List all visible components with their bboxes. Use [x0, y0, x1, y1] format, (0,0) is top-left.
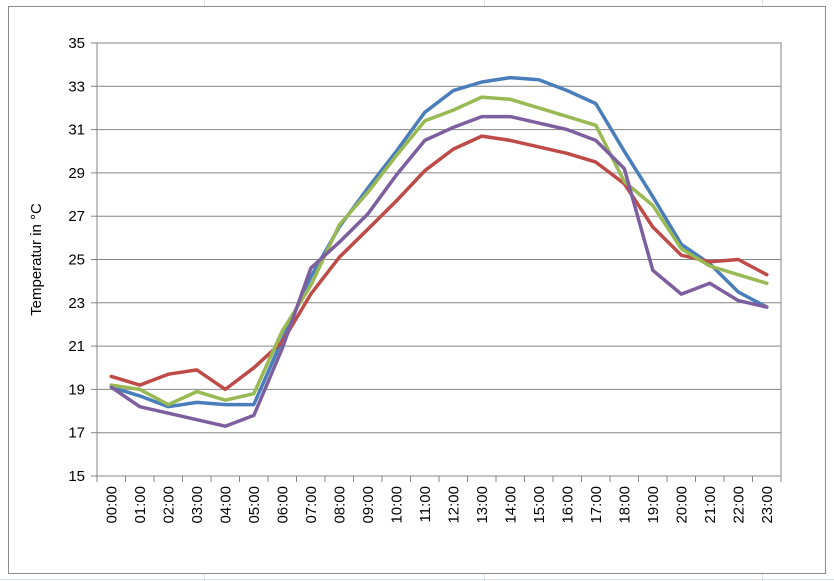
- y-axis-label: Temperatur in °C: [28, 203, 45, 316]
- x-tick-label: 19:00: [645, 486, 662, 524]
- x-tick-label: 02:00: [160, 486, 177, 524]
- y-tick-label: 17: [68, 425, 85, 442]
- x-tick-label: 12:00: [445, 486, 462, 524]
- x-tick-label: 10:00: [388, 486, 405, 524]
- x-tick-label: 14:00: [502, 486, 519, 524]
- x-tick-label: 03:00: [189, 486, 206, 524]
- x-tick-label: 05:00: [246, 486, 263, 524]
- x-tick-label: 17:00: [588, 486, 605, 524]
- series-line-4: [109, 114, 769, 428]
- x-tick-label: 22:00: [730, 486, 747, 524]
- x-tick-label: 08:00: [331, 486, 348, 524]
- series-line-2: [109, 134, 769, 392]
- x-tick-label: 20:00: [673, 486, 690, 524]
- line-chart: 15 17 19 21 23 25 27 29 31 33 35 00:00 01:00 02:00 03:…: [28, 35, 782, 524]
- y-tick-label: 33: [68, 78, 85, 95]
- y-tick-label: 19: [68, 381, 85, 398]
- x-tick-label: 07:00: [303, 486, 320, 524]
- chart-area[interactable]: 15 17 19 21 23 25 27 29 31 33 35 00:00 01:00 02:00 03:…: [8, 6, 826, 574]
- x-tick-label: 09:00: [360, 486, 377, 524]
- series-line-1: [109, 75, 769, 409]
- x-tick-label: 15:00: [531, 486, 548, 524]
- y-tick-label: 21: [68, 338, 85, 355]
- y-tick-label: 31: [68, 122, 85, 139]
- x-tick-label: 00:00: [103, 486, 120, 524]
- x-tick-label: 16:00: [559, 486, 576, 524]
- series-line-3: [109, 95, 769, 407]
- y-tick-label: 29: [68, 165, 85, 182]
- x-tick-label: 01:00: [132, 486, 149, 524]
- y-tick-label: 23: [68, 295, 85, 312]
- x-tick-label: 04:00: [217, 486, 234, 524]
- x-tick-label: 18:00: [616, 486, 633, 524]
- y-tick-label: 27: [68, 208, 85, 225]
- x-tick-label: 13:00: [474, 486, 491, 524]
- sheet-gridline: [0, 579, 834, 580]
- y-tick-label: 35: [68, 35, 85, 52]
- y-tick-label: 25: [68, 252, 85, 269]
- x-tick-label: 23:00: [759, 486, 776, 524]
- x-tick-label: 11:00: [417, 486, 434, 522]
- x-tick-label: 21:00: [702, 486, 719, 524]
- x-tick-label: 06:00: [274, 486, 291, 524]
- y-tick-label: 15: [68, 468, 85, 485]
